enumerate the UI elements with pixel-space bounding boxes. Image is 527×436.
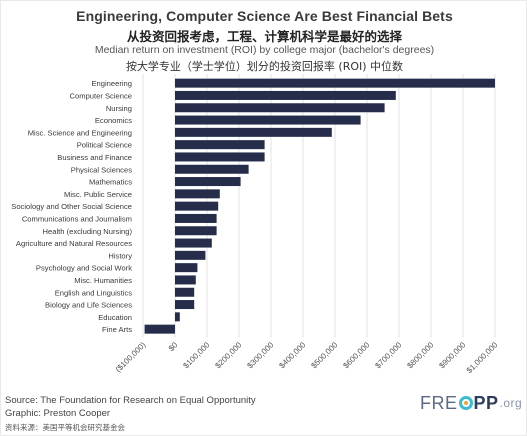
logo-text-org: .org [499, 396, 523, 410]
category-label: Sociology and Other Social Science [11, 202, 132, 211]
x-tick-label: $800,000 [405, 340, 435, 370]
logo-text-pp: PP [473, 392, 499, 413]
graphic-credit: Graphic: Preston Cooper [5, 408, 111, 419]
bar [175, 263, 198, 273]
bar [175, 90, 396, 100]
x-tick-label: $700,000 [373, 340, 403, 370]
bar [175, 287, 195, 297]
x-tick-label: $300,000 [245, 340, 275, 370]
freopp-logo[interactable]: FRE PP .org [420, 391, 522, 415]
bar [175, 127, 332, 137]
category-label: Communications and Journalism [22, 214, 132, 223]
chart-title: Engineering, Computer Science Are Best F… [76, 8, 453, 24]
bar [175, 78, 495, 88]
bar [175, 238, 212, 248]
bar [175, 189, 220, 199]
category-label: Physical Sciences [71, 165, 132, 174]
category-label: Mathematics [89, 178, 132, 187]
x-tick-label: $600,000 [341, 340, 371, 370]
category-label: Fine Arts [102, 325, 132, 334]
category-label: Misc. Science and Engineering [28, 128, 132, 137]
bar [175, 152, 265, 162]
chart-subtitle: Median return on investment (ROI) by col… [94, 44, 435, 56]
bar [175, 115, 361, 125]
logo-o-icon [458, 396, 473, 410]
category-label: Health (excluding Nursing) [43, 227, 133, 236]
bar [175, 201, 219, 211]
category-label: Nursing [106, 104, 132, 113]
logo-text-free: FRE [420, 392, 458, 413]
category-label: English and Linguistics [55, 288, 132, 297]
x-tick-label: $200,000 [213, 340, 243, 370]
chart-subtitle-chinese: 按大学专业（学士学位）划分的投资回报率 (ROI) 中位数 [125, 60, 404, 73]
category-label: Misc. Public Service [64, 190, 132, 199]
category-label: Business and Finance [57, 153, 132, 162]
category-label: Engineering [91, 79, 132, 88]
bar [175, 275, 196, 285]
category-label: Political Science [77, 141, 132, 150]
category-label: History [108, 251, 132, 260]
x-tick-label: $900,000 [437, 340, 467, 370]
x-tick-label: $0 [167, 340, 180, 353]
bar [175, 250, 206, 260]
x-tick-label: $100,000 [181, 340, 211, 370]
category-label: Psychology and Social Work [36, 264, 132, 273]
category-label: Economics [95, 116, 132, 125]
source-note: Source: The Foundation for Research on E… [5, 395, 256, 406]
x-tick-label: ($100,000) [114, 340, 148, 374]
x-tick-labels: ($100,000) $0 $100,000 $200,000 $300,000 $400… [114, 340, 500, 375]
source-note-chinese: 资料来源：美国平等机会研究基金会 [5, 423, 125, 432]
category-label: Biology and Life Sciences [45, 301, 132, 310]
bar [175, 140, 265, 150]
category-labels: Engineering Computer Science Nursing Econom… [11, 79, 132, 334]
category-label: Misc. Humanities [74, 276, 132, 285]
bar [144, 324, 175, 334]
bar [175, 312, 180, 322]
bars [144, 78, 495, 334]
bar [175, 226, 217, 236]
x-tick-label: $1,000,000 [465, 340, 500, 375]
category-label: Agriculture and Natural Resources [16, 239, 132, 248]
bar [175, 177, 241, 187]
bar-chart: Engineering Computer Science Nursing Econom… [11, 74, 500, 375]
bar [175, 164, 249, 174]
chart-title-chinese: 从投资回报考虑，工程、计算机科学是最好的选择 [126, 29, 402, 44]
category-label: Education [98, 313, 132, 322]
bar [175, 103, 385, 113]
category-label: Computer Science [70, 91, 132, 100]
x-tick-label: $400,000 [277, 340, 307, 370]
x-tick-label: $500,000 [309, 340, 339, 370]
bar [175, 300, 195, 310]
bar [175, 213, 217, 223]
